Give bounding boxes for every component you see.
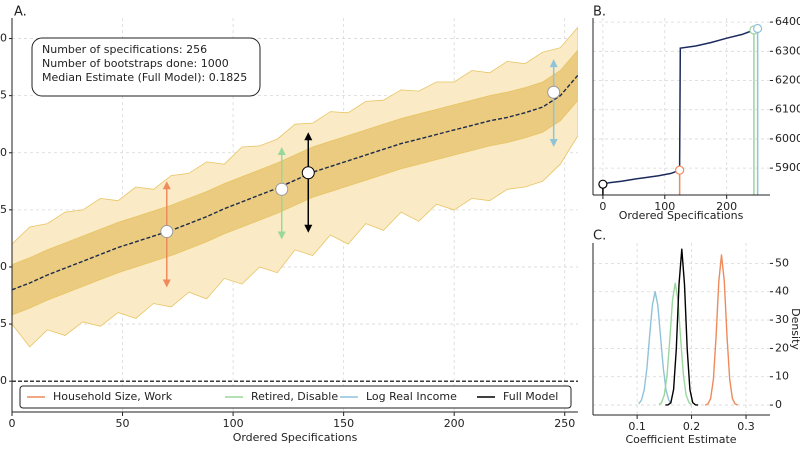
- panel-label: C.: [593, 229, 606, 244]
- density-line: [638, 291, 672, 405]
- x-tick-label: 150: [333, 417, 354, 430]
- legend-label: Retired, Disable: [251, 390, 338, 403]
- y-tick-label: 6100: [775, 103, 800, 116]
- panel-label: A.: [14, 5, 27, 20]
- y-tick-label: 5900: [775, 161, 800, 174]
- y-tick-label: 6400: [775, 15, 800, 28]
- x-tick-label: 100: [223, 417, 244, 430]
- info-text: Median Estimate (Full Model): 0.1825: [42, 71, 247, 84]
- x-axis-label: Ordered Specifications: [233, 431, 358, 444]
- info-text: Number of specifications: 256: [42, 43, 207, 56]
- x-tick-label: 100: [654, 200, 675, 213]
- y-tick-label: 0.30: [0, 32, 7, 45]
- plot-area: [593, 243, 770, 415]
- y-tick-label: 50: [775, 256, 789, 269]
- legend-label: Log Real Income: [366, 390, 457, 403]
- x-axis-label: Coefficient Estimate: [625, 433, 736, 446]
- y-tick-label: 0.00: [0, 374, 7, 387]
- estimate-point: [301, 166, 315, 180]
- arrow-head: [304, 132, 313, 141]
- x-tick-label: 0.1: [628, 420, 646, 433]
- y-tick-label: 20: [775, 341, 789, 354]
- density-line: [704, 254, 739, 406]
- density-line: [665, 248, 699, 406]
- x-tick-label: 250: [554, 417, 575, 430]
- marker: [675, 165, 685, 175]
- estimate-point: [160, 225, 174, 239]
- x-tick-label: 0.2: [683, 420, 701, 433]
- arrow-head: [277, 147, 286, 156]
- arrow-head: [277, 231, 286, 240]
- info-text: Number of bootstraps done: 1000: [42, 57, 229, 70]
- x-tick-label: 0.3: [737, 420, 755, 433]
- arrow-head: [549, 139, 558, 148]
- y-tick-label: 0.15: [0, 203, 7, 216]
- legend-label: Household Size, Work: [53, 390, 173, 403]
- arrow-head: [162, 181, 171, 190]
- y-tick-label: 10: [775, 370, 789, 383]
- info-box: [31, 37, 261, 97]
- arrow-head: [162, 279, 171, 288]
- marker: [753, 23, 763, 34]
- x-axis-label: Ordered Specifications: [619, 209, 744, 222]
- inner-band: [12, 49, 578, 316]
- y-tick-label: 0.05: [0, 317, 7, 330]
- arrow-head: [304, 224, 313, 233]
- median-line: [12, 74, 578, 291]
- y-tick-label: 0.20: [0, 146, 7, 159]
- plot-area: [593, 18, 770, 195]
- density-line: [658, 282, 693, 406]
- y-tick-label: 0.25: [0, 89, 7, 102]
- y-tick-label: 30: [775, 313, 789, 326]
- plot-area: [12, 18, 578, 412]
- marker: [598, 179, 608, 189]
- x-tick-label: 50: [116, 417, 130, 430]
- y-tick-label: 6200: [775, 74, 800, 87]
- x-tick-label: 0: [9, 417, 16, 430]
- panel-label: B.: [593, 5, 606, 20]
- y-tick-label: 6300: [775, 44, 800, 57]
- x-tick-label: 200: [716, 200, 737, 213]
- y-tick-label: 0: [775, 398, 782, 411]
- x-tick-label: 200: [444, 417, 465, 430]
- step-line: [602, 27, 762, 185]
- x-tick-label: 0: [599, 200, 606, 213]
- y-axis-label: Density: [789, 308, 800, 350]
- legend-label: Full Model: [503, 390, 558, 403]
- legend-box: [19, 385, 572, 409]
- estimate-point: [547, 85, 561, 99]
- arrow-head: [549, 59, 558, 68]
- y-tick-label: 40: [775, 285, 789, 298]
- y-tick-label: 6000: [775, 132, 800, 145]
- y-tick-label: 0.10: [0, 260, 7, 273]
- estimate-point: [275, 182, 289, 196]
